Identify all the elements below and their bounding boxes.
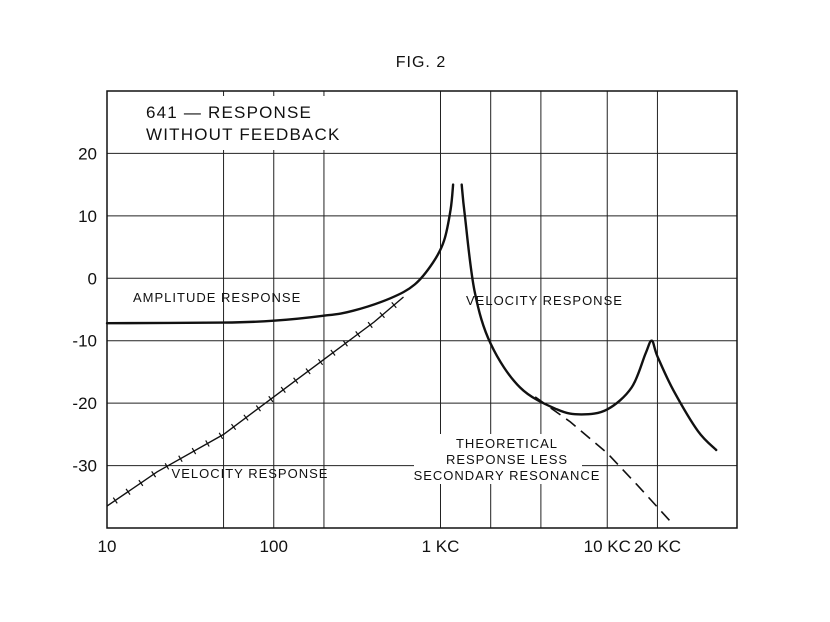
- cross-mark: [330, 349, 336, 356]
- figure-label: FIG. 2: [396, 54, 446, 71]
- cross-mark: [191, 447, 197, 455]
- x-tick-label: 1 KC: [422, 537, 460, 556]
- series-line: [460, 183, 718, 452]
- cross-mark: [125, 488, 131, 495]
- series-0: [105, 183, 455, 325]
- cross-mark: [205, 440, 210, 447]
- annotation-velocity-low: VELOCITY RESPONSE: [172, 466, 329, 481]
- chart-title-line: 641 — RESPONSE: [146, 103, 312, 122]
- annotation-amplitude: AMPLITUDE RESPONSE: [133, 290, 301, 305]
- cross-mark: [218, 432, 224, 440]
- x-tick-label: 100: [260, 537, 288, 556]
- annotation-velocity-high: VELOCITY RESPONSE: [466, 293, 623, 308]
- y-tick-label: -30: [72, 457, 97, 476]
- cross-mark: [138, 479, 144, 487]
- cross-mark: [391, 302, 397, 309]
- annotation-theoretical: RESPONSE LESS: [446, 452, 568, 467]
- series-line-crossed: [106, 296, 404, 507]
- series-3: [534, 396, 675, 526]
- cross-mark: [151, 471, 157, 478]
- cross-mark: [293, 377, 299, 384]
- cross-mark: [230, 423, 237, 431]
- annotation-background: [414, 434, 582, 484]
- cross-mark: [355, 331, 361, 338]
- cross-mark: [305, 368, 311, 375]
- cross-mark: [178, 455, 183, 463]
- y-tick-label: 10: [78, 207, 97, 226]
- y-tick-label: 20: [78, 144, 97, 163]
- x-tick-label: 10 KC: [584, 537, 631, 556]
- annotation-theoretical: THEORETICAL: [456, 436, 558, 451]
- y-tick-label: 0: [88, 269, 97, 288]
- series-line: [105, 183, 455, 325]
- y-tick-label: -20: [72, 394, 97, 413]
- series-2: [106, 296, 404, 507]
- x-tick-label: 10: [98, 537, 117, 556]
- chart-title-line: WITHOUT FEEDBACK: [146, 125, 341, 144]
- cross-mark: [280, 386, 286, 393]
- cross-mark: [342, 340, 348, 347]
- y-tick-label: -10: [72, 332, 97, 351]
- cross-mark: [112, 497, 118, 504]
- cross-mark: [367, 321, 373, 329]
- series-line-dashed: [534, 396, 675, 526]
- series-1: [460, 183, 718, 452]
- annotation-theoretical: SECONDARY RESONANCE: [414, 468, 601, 483]
- cross-mark: [164, 462, 170, 470]
- cross-mark: [379, 312, 385, 319]
- cross-mark: [243, 414, 249, 421]
- x-tick-label: 20 KC: [634, 537, 681, 556]
- plot-frame: [106, 90, 738, 529]
- cross-mark: [317, 358, 324, 366]
- cross-mark: [255, 405, 261, 412]
- cross-mark: [268, 395, 274, 403]
- title-background: [138, 96, 366, 150]
